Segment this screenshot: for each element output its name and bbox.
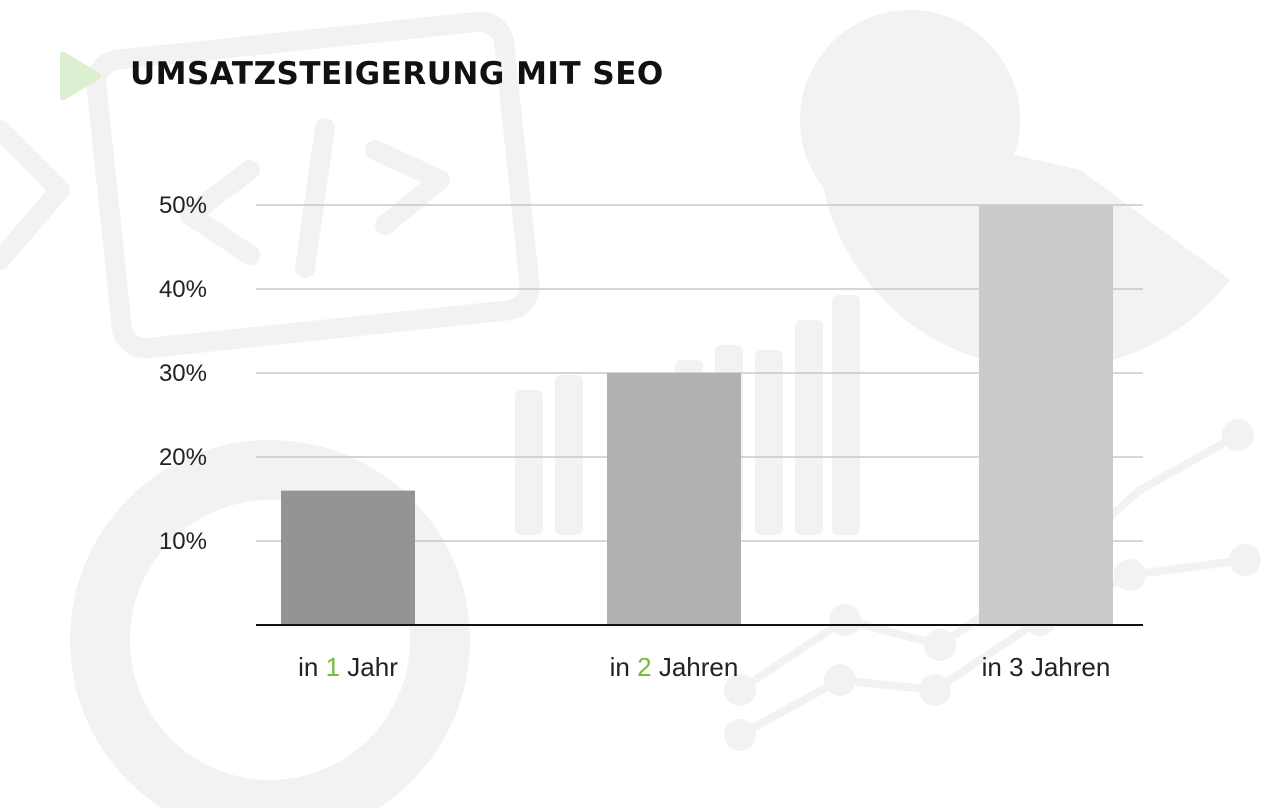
x-tick-label: in 1 Jahr	[298, 652, 398, 682]
y-tick-label: 10%	[159, 528, 207, 555]
y-tick-label: 50%	[159, 192, 207, 219]
y-tick-label: 20%	[159, 444, 207, 471]
play-triangle-icon	[60, 52, 101, 100]
x-tick-label: in 3 Jahren	[981, 652, 1111, 682]
bar	[607, 373, 741, 625]
bar	[281, 490, 415, 625]
y-tick-label: 40%	[159, 276, 207, 303]
x-tick-label: in 2 Jahren	[609, 652, 739, 682]
page-title: UMSATZSTEIGERUNG MIT SEO	[130, 56, 664, 92]
chart-header: UMSATZSTEIGERUNG MIT SEO	[54, 48, 663, 104]
y-tick-label: 30%	[159, 360, 207, 387]
bar	[979, 205, 1113, 625]
